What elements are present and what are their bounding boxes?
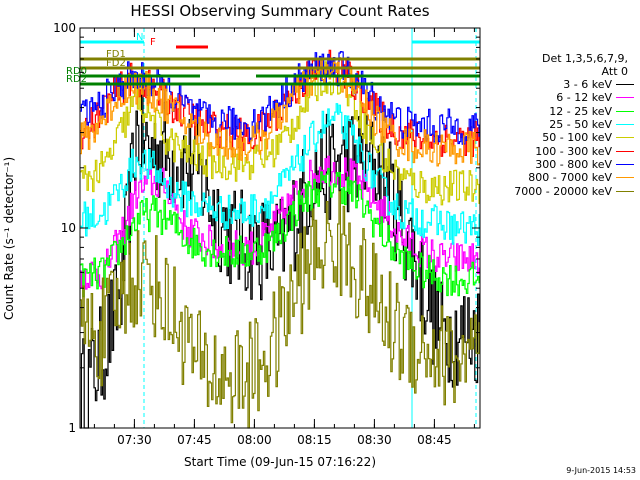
legend-swatch (616, 84, 634, 86)
data-layer (79, 28, 480, 429)
legend-entry-label: 300 - 800 keV (535, 157, 612, 171)
legend-entry-label: 25 - 50 keV (549, 118, 612, 132)
state-bar-label-0: N (136, 32, 143, 43)
series-trace-7 (80, 59, 480, 167)
y-axis-label: Count Rate (s⁻¹ detector⁻¹) (2, 156, 16, 320)
x-axis-label: Start Time (09-Jun-15 07:16:22) (184, 455, 376, 469)
legend-entry-label: 100 - 300 keV (535, 144, 612, 158)
x-tick-label-5: 08:45 (417, 433, 452, 447)
legend-entry: 800 - 7000 keV (488, 171, 638, 184)
state-bar-label-2: FD1 (106, 49, 126, 60)
y-tick-label-0: 1 (68, 421, 76, 435)
legend-entry-label: 3 - 6 keV (563, 78, 612, 92)
series-trace-4 (80, 61, 480, 206)
legend-entry: 25 - 50 keV (488, 118, 638, 131)
series-trace-1 (80, 155, 480, 290)
timestamp-footer: 9-Jun-2015 14:53 (566, 466, 636, 475)
legend-entry-label: 800 - 7000 keV (528, 171, 612, 185)
legend-swatch (616, 110, 634, 112)
legend-entry-label: 6 - 12 keV (556, 91, 612, 105)
legend-swatch (616, 177, 634, 179)
legend-entry: 100 - 300 keV (488, 144, 638, 158)
state-bar-label-4: RD0 (66, 66, 87, 77)
legend-entry: 6 - 12 keV (488, 91, 638, 104)
x-tick-label-4: 08:30 (357, 433, 392, 447)
state-bar-label-1: F (150, 37, 156, 48)
legend-swatch (616, 124, 634, 126)
series-trace-2 (80, 167, 480, 298)
x-tick-label-0: 07:30 (117, 433, 152, 447)
legend-swatch (616, 97, 634, 99)
series-trace-8 (80, 190, 480, 429)
chart-title: HESSI Observing Summary Count Rates (130, 2, 430, 20)
legend-entries: 3 - 6 keV 6 - 12 keV 12 - 25 keV 25 - 50 ke… (488, 78, 638, 198)
legend-swatch (616, 163, 634, 165)
y-tick-label-1: 10 (61, 221, 76, 235)
legend-swatch (616, 190, 634, 192)
legend-entry: 7000 - 20000 keV (488, 184, 638, 198)
series-trace-3 (80, 103, 480, 246)
x-tick-label-2: 08:00 (237, 433, 272, 447)
legend-entry: 50 - 100 keV (488, 131, 638, 144)
axes-layer: 1 10 100 07:30 07:45 08:00 08:15 08:30 08:45 (53, 21, 481, 447)
legend-entry-label: 12 - 25 keV (549, 104, 612, 118)
state-bar-label-5: RD2 (66, 74, 87, 85)
legend-swatch (616, 150, 634, 152)
legend-entry: 300 - 800 keV (488, 158, 638, 171)
legend-entry-label: 7000 - 20000 keV (514, 184, 612, 198)
legend: Det 1,3,5,6,7,9, Att 0 3 - 6 keV 6 - 12 k… (488, 52, 638, 198)
legend-entry-label: 50 - 100 keV (542, 131, 612, 145)
legend-title-line1: Det 1,3,5,6,7,9, (541, 52, 628, 65)
legend-swatch (616, 137, 634, 139)
state-bar-label-3: FD2 (106, 58, 126, 69)
legend-entry: 3 - 6 keV (488, 78, 638, 91)
x-tick-label-1: 07:45 (177, 433, 212, 447)
x-tick-label-3: 08:15 (297, 433, 332, 447)
y-tick-label-2: 100 (53, 21, 76, 35)
legend-title-line2: Att 0 (601, 65, 628, 78)
legend-entry: 12 - 25 keV (488, 105, 638, 118)
